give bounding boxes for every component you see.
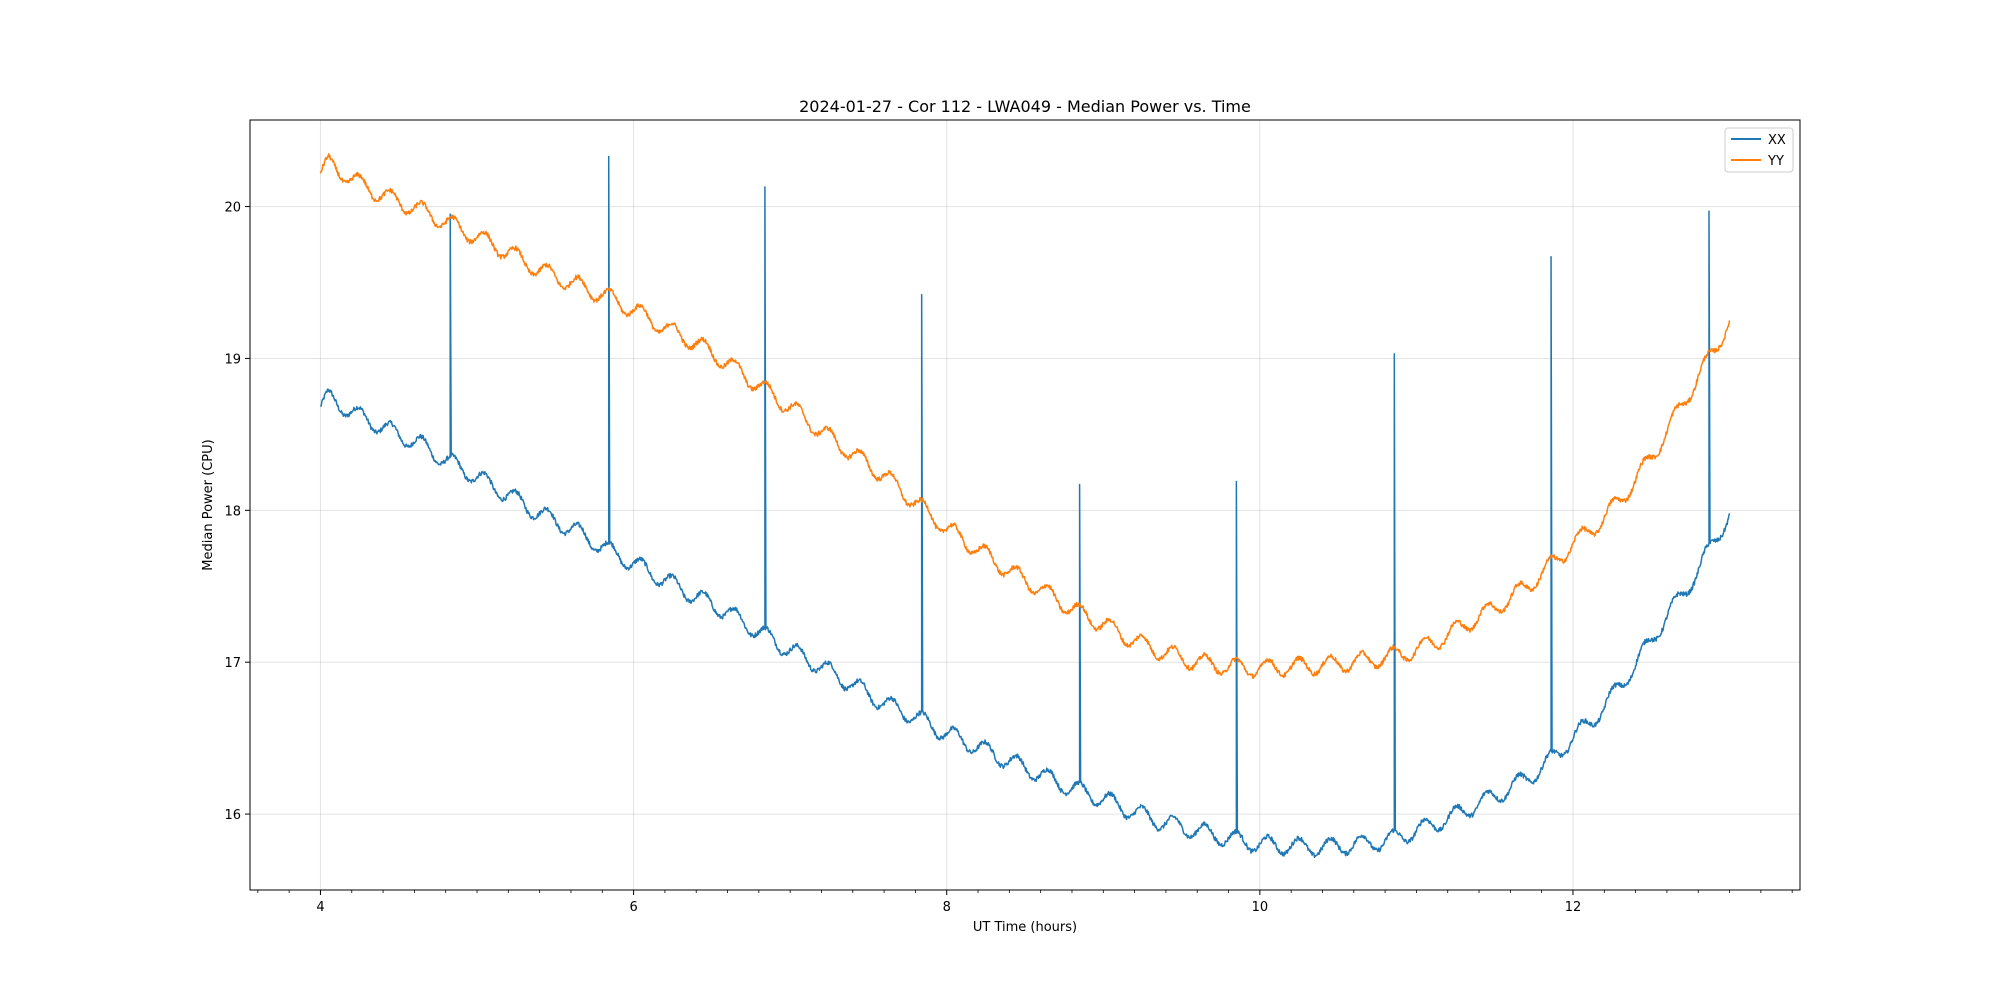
legend: XX YY [1724,127,1794,173]
y-axis-label: Median Power (CPU) [201,439,216,570]
series-line-xx [320,155,1731,858]
y-tick-label: 16 [224,808,241,823]
x-axis-label: UT Time (hours) [973,920,1077,935]
legend-label-xx: XX [1768,133,1786,148]
x-tick-label: 8 [943,900,951,915]
y-tick-label: 19 [224,352,241,367]
x-tick-label: 12 [1565,900,1582,915]
chart-title: 2024-01-27 - Cor 112 - LWA049 - Median P… [799,97,1251,116]
x-tick-label: 6 [629,900,637,915]
plot-frame [249,119,1801,891]
y-tick-label: 20 [224,201,241,216]
y-tick-label: 18 [224,504,241,519]
axis-ticks: 4 6 8 10 12 16 17 18 19 20 [224,201,1793,915]
grid-lines [250,120,1800,890]
x-tick-label: 4 [316,900,324,915]
series-layer [319,153,1731,858]
x-tick-label: 10 [1252,900,1269,915]
legend-label-yy: YY [1767,154,1784,169]
series-line-yy [319,153,1731,680]
y-tick-label: 17 [224,656,241,671]
